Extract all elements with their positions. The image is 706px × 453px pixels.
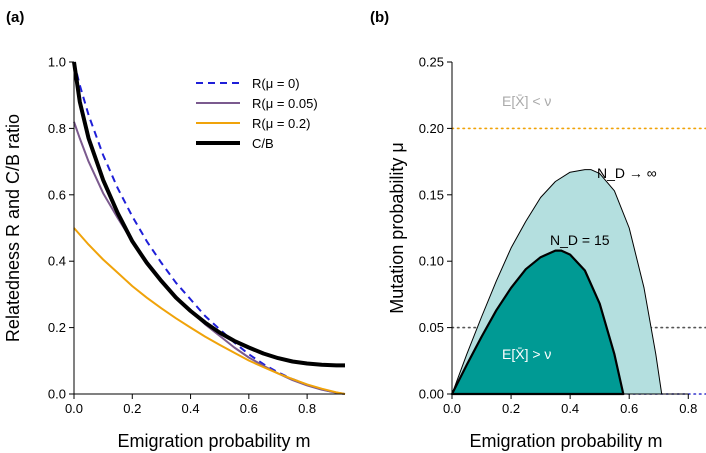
x-tick-label: 0.8	[298, 401, 316, 416]
panel-b-x-axis-label: Emigration probability m	[469, 431, 662, 451]
panel-b-y-axis-label: Mutation probability μ	[387, 142, 407, 313]
series-line-r-0-05	[73, 121, 346, 395]
x-tick-label: 0.8	[679, 401, 697, 416]
x-tick-label: 0.2	[502, 401, 520, 416]
y-tick-label: 0.10	[419, 254, 444, 269]
y-tick-label: 0.6	[48, 187, 66, 202]
panel-a-y-axis-label: Relatedness R and C/B ratio	[3, 114, 23, 342]
series-line-r-0-2	[73, 227, 346, 395]
panel-b-axes: 0.00 0.05 0.10 0.15 0.20 0.25 0.0 0.2 0.4 0.6 0.8	[419, 55, 698, 417]
y-tick-label: 1.0	[48, 55, 66, 70]
y-tick-label: 0.00	[419, 387, 444, 402]
region-label-top: E[X̄] < ν	[502, 93, 551, 109]
curve-label-15: N_D = 15	[550, 232, 610, 248]
y-tick-label: 0.20	[419, 121, 444, 136]
panel-a-x-axis-label: Emigration probability m	[117, 431, 310, 451]
y-tick-label: 0.05	[419, 320, 444, 335]
x-tick-label: 0.4	[182, 401, 200, 416]
panel-a: (a) 0.0 0.2 0.4 0.6 0.8 1.0 0.0 0.2 0.4 0.6 0.8 R(…	[3, 9, 346, 451]
region-n-d-15	[450, 249, 625, 396]
x-tick-label: 0.0	[443, 401, 461, 416]
region-label-bottom: E[X̄] > ν	[502, 346, 551, 362]
legend-label-r-0-2: R(μ = 0.2)	[252, 116, 310, 131]
panel-a-label: (a)	[6, 9, 24, 26]
x-tick-label: 0.0	[65, 401, 83, 416]
y-tick-label: 0.0	[48, 387, 66, 402]
panel-a-curves	[72, 61, 346, 395]
x-tick-label: 0.6	[620, 401, 638, 416]
panel-b: (b) 0.00 0.05 0.10 0.15 0.20 0.25 0.0 0.2 0.4 0.6…	[370, 9, 706, 451]
panel-b-regions	[450, 169, 663, 396]
y-tick-label: 0.4	[48, 254, 66, 269]
legend-label-r-0-05: R(μ = 0.05)	[252, 96, 318, 111]
x-tick-label: 0.4	[561, 401, 579, 416]
series-line-r-0	[73, 61, 346, 395]
panel-a-legend: R(μ = 0) R(μ = 0.05) R(μ = 0.2) C/B	[196, 76, 318, 151]
x-tick-label: 0.6	[240, 401, 258, 416]
panel-b-label: (b)	[370, 9, 389, 26]
series-line-c-b	[72, 61, 345, 368]
y-tick-label: 0.8	[48, 121, 66, 136]
y-tick-label: 0.25	[419, 55, 444, 70]
y-tick-label: 0.15	[419, 187, 444, 202]
x-tick-label: 0.2	[123, 401, 141, 416]
curve-label-infinite: N_D → ∞	[597, 165, 657, 181]
y-tick-label: 0.2	[48, 320, 66, 335]
legend-label-c-b: C/B	[252, 136, 274, 151]
panel-a-axes: 0.0 0.2 0.4 0.6 0.8 1.0 0.0 0.2 0.4 0.6 0.8	[48, 55, 345, 416]
legend-label-r-0: R(μ = 0)	[252, 76, 300, 91]
